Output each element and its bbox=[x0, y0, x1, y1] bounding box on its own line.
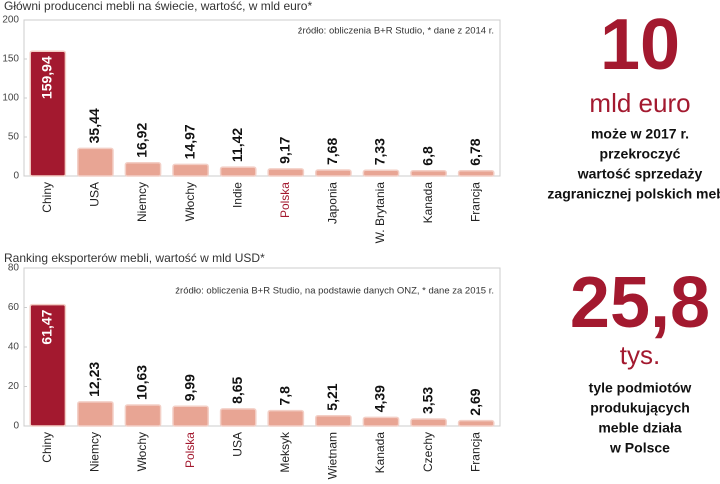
y-tick-label: 200 bbox=[2, 15, 19, 26]
bar bbox=[457, 419, 495, 427]
x-tick-label: Chiny bbox=[40, 432, 54, 463]
value-label: 35,44 bbox=[86, 108, 102, 143]
bar bbox=[315, 169, 352, 177]
callout-unit: tys. bbox=[620, 340, 660, 370]
bar bbox=[267, 409, 305, 427]
callout-line: zagranicznej polskich mebli bbox=[547, 186, 720, 202]
y-tick-label: 20 bbox=[8, 381, 20, 392]
x-tick-label: Kanada bbox=[373, 432, 387, 474]
x-tick-label: Włochy bbox=[183, 182, 197, 221]
x-tick-label: Meksyk bbox=[278, 431, 292, 473]
bar bbox=[219, 408, 257, 427]
chart-title: Główni producenci mebli na świecie, wart… bbox=[4, 0, 312, 13]
bar bbox=[410, 169, 447, 177]
y-tick-label: 80 bbox=[8, 263, 20, 274]
x-tick-label: USA bbox=[230, 432, 244, 457]
source-note: źródło: obliczenia B+R Studio, * dane z … bbox=[298, 26, 494, 37]
value-label: 3,53 bbox=[419, 387, 435, 414]
value-label: 6,8 bbox=[419, 146, 435, 166]
callout-line: przekroczyć bbox=[600, 146, 681, 162]
callout-line: meble działa bbox=[598, 420, 681, 436]
x-tick-label: USA bbox=[88, 182, 102, 207]
value-label: 7,68 bbox=[324, 138, 340, 165]
y-tick-label: 50 bbox=[8, 132, 20, 143]
bar bbox=[29, 50, 67, 177]
bar bbox=[77, 401, 114, 427]
x-tick-label: Chiny bbox=[40, 182, 54, 213]
callout-number: 25,8 bbox=[570, 263, 710, 343]
x-tick-label: Włochy bbox=[135, 432, 149, 471]
source-note: źródło: obliczenia B+R Studio, na podsta… bbox=[175, 286, 494, 297]
value-label: 2,69 bbox=[467, 388, 483, 415]
value-label: 9,99 bbox=[181, 374, 197, 401]
value-label: 9,17 bbox=[277, 136, 293, 163]
bar bbox=[124, 404, 162, 427]
chart-title: Ranking eksporterów mebli, wartość w mld… bbox=[4, 251, 265, 265]
value-label: 159,94 bbox=[39, 56, 55, 99]
value-label: 5,21 bbox=[324, 383, 340, 410]
bar bbox=[124, 162, 162, 177]
value-label: 7,8 bbox=[277, 386, 293, 406]
value-label: 12,23 bbox=[86, 362, 102, 397]
value-label: 10,63 bbox=[134, 365, 150, 400]
bar bbox=[29, 303, 67, 427]
y-tick-label: 40 bbox=[8, 342, 20, 353]
value-label: 61,47 bbox=[39, 309, 55, 344]
x-tick-label: W. Brytania bbox=[373, 182, 387, 244]
callout-number: 10 bbox=[600, 5, 680, 85]
x-tick-label: Polska bbox=[278, 182, 292, 218]
x-tick-label: Indie bbox=[230, 182, 244, 208]
callout-line: może w 2017 r. bbox=[591, 126, 689, 142]
callout-line: tyle podmiotów bbox=[589, 380, 692, 396]
x-tick-label: Niemcy bbox=[135, 182, 149, 222]
bar bbox=[315, 414, 352, 427]
y-tick-label: 100 bbox=[2, 93, 19, 104]
value-label: 11,42 bbox=[229, 128, 245, 162]
bar bbox=[362, 416, 400, 427]
bar bbox=[172, 405, 209, 427]
bar bbox=[172, 163, 209, 177]
bar bbox=[77, 147, 114, 177]
x-tick-label: Niemcy bbox=[88, 432, 102, 472]
value-label: 8,65 bbox=[229, 376, 245, 403]
x-tick-label: Japonia bbox=[326, 182, 340, 224]
value-label: 4,39 bbox=[372, 385, 388, 412]
callout-unit: mld euro bbox=[589, 88, 690, 118]
bar bbox=[362, 169, 400, 177]
y-tick-label: 60 bbox=[8, 302, 20, 313]
x-tick-label: Czechy bbox=[421, 432, 435, 472]
bar bbox=[457, 169, 495, 177]
x-tick-label: Kanada bbox=[421, 182, 435, 224]
y-tick-label: 0 bbox=[13, 171, 19, 182]
y-tick-label: 150 bbox=[2, 54, 19, 65]
value-label: 14,97 bbox=[181, 124, 197, 159]
value-label: 6,78 bbox=[467, 138, 483, 165]
x-tick-label: Polska bbox=[183, 432, 197, 468]
bar bbox=[267, 168, 305, 177]
callout-line: w Polsce bbox=[609, 440, 670, 456]
x-tick-label: Francja bbox=[468, 432, 482, 472]
x-tick-label: Francja bbox=[468, 182, 482, 222]
value-label: 16,92 bbox=[134, 123, 150, 158]
y-tick-label: 0 bbox=[13, 421, 19, 432]
bar bbox=[410, 418, 447, 427]
x-tick-label: Wietnam bbox=[326, 432, 340, 479]
bar bbox=[219, 166, 257, 177]
callout-line: wartość sprzedaży bbox=[577, 166, 703, 182]
callout-line: produkujących bbox=[590, 400, 690, 416]
value-label: 7,33 bbox=[372, 138, 388, 165]
